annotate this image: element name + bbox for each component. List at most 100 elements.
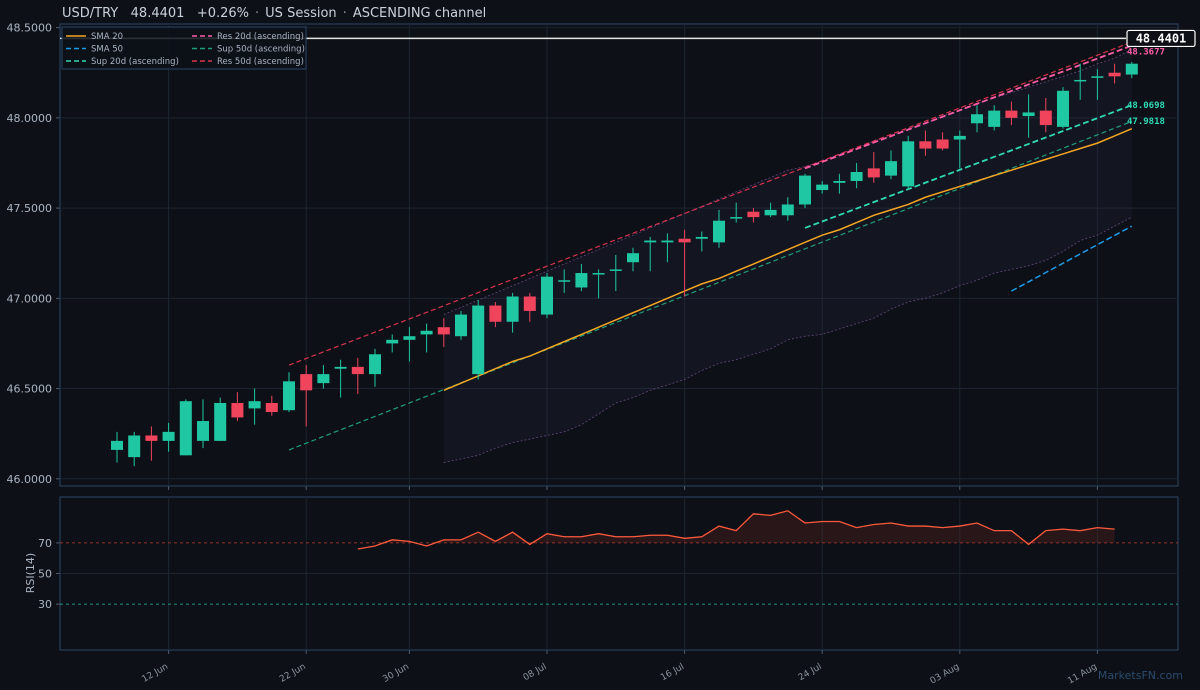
candle-body — [747, 211, 760, 218]
candle — [1125, 61, 1138, 79]
candle-body — [764, 209, 777, 216]
candle-body — [300, 374, 313, 391]
y-tick-label: 47.0000 — [7, 292, 53, 305]
candle — [351, 357, 364, 394]
rsi-axis-label: RSI(14) — [24, 553, 37, 593]
candle-body — [541, 276, 553, 315]
candle — [248, 388, 261, 425]
res-50d-line — [288, 41, 1133, 366]
candle-body — [558, 280, 571, 282]
candle — [885, 150, 897, 180]
y-tick-label: 48.0000 — [7, 112, 53, 125]
candle — [420, 323, 433, 353]
candle — [902, 135, 915, 191]
candle-body — [1005, 110, 1018, 118]
candle — [334, 359, 347, 398]
last-price-box — [1126, 29, 1196, 48]
candle — [111, 431, 123, 463]
candle — [231, 392, 244, 422]
legend: SMA 20 SMA 50 Sup 20d (ascending) Res 20d (… — [61, 26, 307, 70]
rsi-tick-label: 30 — [38, 598, 52, 611]
level-label: 48.0698 — [1127, 101, 1165, 111]
rsi-tick-label: 70 — [38, 537, 52, 550]
candle-body — [1125, 63, 1138, 75]
candle — [730, 202, 743, 223]
candle — [162, 422, 175, 452]
candle-body — [644, 240, 657, 243]
candle-body — [334, 366, 347, 369]
pair-label: USD/TRY — [62, 6, 119, 21]
candle-body — [403, 336, 416, 340]
candle — [317, 365, 330, 389]
candle-body — [575, 273, 588, 288]
x-tick-label: 03 Aug — [929, 662, 962, 687]
candle-body — [386, 339, 399, 344]
candle-body — [936, 139, 949, 149]
channel-label: ASCENDING channel — [352, 6, 487, 21]
legend-entry: Sup 20d (ascending) — [91, 57, 179, 67]
candle-body — [455, 314, 467, 337]
candle — [541, 273, 553, 319]
candle-body — [145, 435, 158, 441]
candle — [575, 264, 588, 292]
candle — [145, 426, 158, 461]
separator-dot-1: · — [255, 6, 260, 21]
candle-body — [214, 402, 227, 441]
bollinger-lower — [443, 216, 1132, 463]
rsi-overbought-fill — [357, 510, 1115, 543]
candle — [1005, 101, 1018, 126]
y-tick-label: 46.5000 — [7, 383, 53, 396]
candle — [713, 209, 725, 248]
candle-body — [833, 181, 846, 183]
candle-body — [850, 171, 863, 182]
candle-body — [781, 204, 794, 216]
separator-dot-2: · — [342, 6, 347, 21]
candle — [953, 130, 966, 169]
candle-body — [661, 240, 674, 243]
candle-body — [283, 381, 295, 411]
candle — [799, 173, 811, 209]
rsi-tick-label: 50 — [38, 568, 52, 581]
candle — [1039, 97, 1052, 133]
x-tick-label: 30 Jun — [381, 662, 411, 685]
candle — [214, 397, 227, 441]
candle — [369, 348, 381, 387]
candle — [1108, 63, 1121, 84]
candle — [455, 310, 467, 340]
candle-body — [506, 296, 519, 322]
candle-body — [128, 435, 141, 458]
candle-body — [609, 269, 622, 271]
price-panel-frame — [59, 23, 1179, 487]
candle — [919, 130, 932, 156]
candle — [489, 301, 502, 328]
candle — [283, 372, 295, 413]
candle-body — [489, 305, 502, 322]
legend-box — [61, 26, 307, 70]
legend-entry: Res 20d (ascending) — [217, 32, 304, 42]
candle-body — [902, 141, 915, 187]
candle-body — [713, 220, 725, 243]
legend-entry: Res 50d (ascending) — [217, 57, 304, 67]
candle-body — [420, 330, 433, 335]
candle — [1057, 87, 1069, 129]
candle — [850, 162, 863, 189]
candle-body — [1091, 76, 1104, 78]
x-tick-label: 11 Aug — [1066, 662, 1099, 687]
x-tick-label: 22 Jun — [278, 662, 308, 685]
candle-body — [885, 161, 897, 176]
candle-body — [1057, 90, 1069, 127]
candle-body — [472, 305, 485, 375]
y-tick-label: 47.5000 — [7, 202, 53, 215]
candle-body — [369, 354, 381, 375]
candle — [627, 247, 639, 272]
candle — [695, 231, 708, 252]
level-label: 47.9818 — [1127, 117, 1165, 127]
candle-body — [627, 253, 639, 263]
candle — [437, 318, 450, 348]
candle — [644, 236, 657, 272]
watermark: MarketsFN.com — [1098, 669, 1183, 682]
candle-body — [953, 135, 966, 140]
candle-body — [265, 402, 278, 413]
candle — [472, 300, 485, 380]
